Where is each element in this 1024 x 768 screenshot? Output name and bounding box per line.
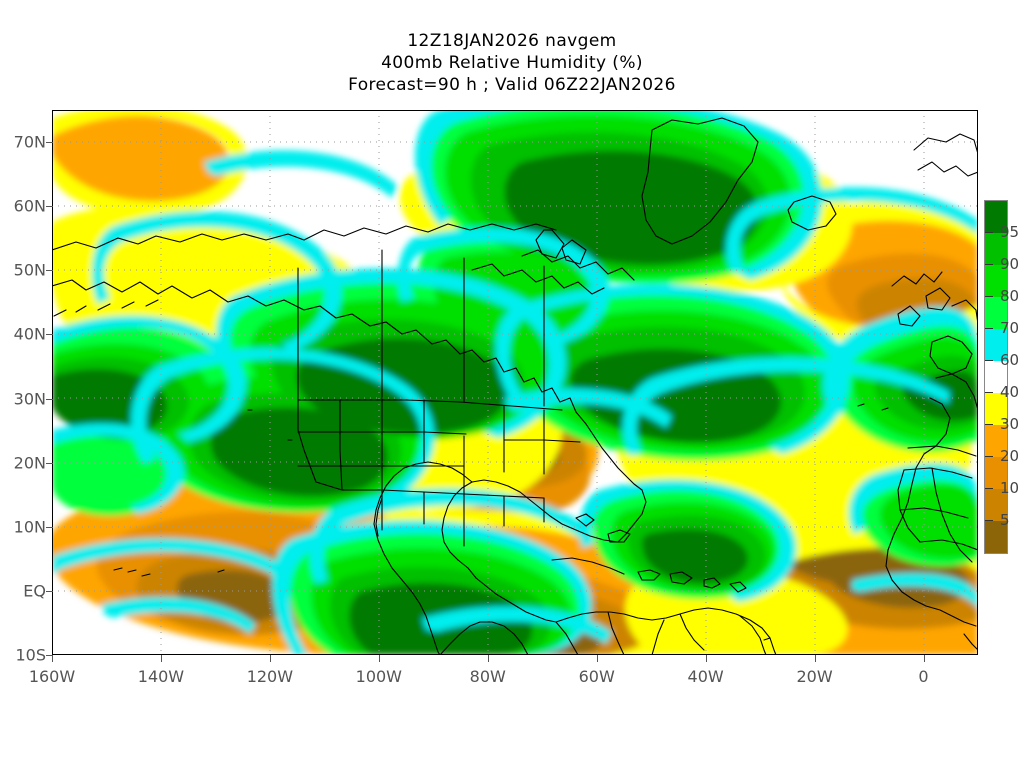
map-gridlines <box>52 110 978 655</box>
colorbar-tick-label: 70 <box>1000 319 1020 337</box>
colorbar-band <box>985 521 1007 553</box>
colorbar-band <box>985 425 1007 457</box>
relative-humidity-field <box>52 110 978 655</box>
colorbar-tick-label: 40 <box>1000 383 1020 401</box>
y-tick-label: 70N <box>13 132 46 152</box>
colorbar-tick-mark <box>985 296 993 297</box>
x-tick-label: 60W <box>578 667 615 686</box>
x-tick-mark <box>378 655 380 662</box>
latitude-axis: 70N 60N 50N 40N 30N 20N 10N EQ 10S <box>0 110 53 665</box>
colorbar-tick-label: 10 <box>1000 479 1020 497</box>
colorbar-band <box>985 297 1007 329</box>
y-tick-mark <box>46 590 53 592</box>
y-tick-mark <box>46 334 53 336</box>
colorbar-tick-label: 60 <box>1000 351 1020 369</box>
y-tick-mark <box>46 206 53 208</box>
colorbar-tick-mark <box>985 456 993 457</box>
x-tick-mark <box>52 655 53 662</box>
colorbar-band <box>985 393 1007 425</box>
chart-title-block: 12Z18JAN2026 navgem 400mb Relative Humid… <box>0 30 1024 96</box>
colorbar-tick-mark <box>985 232 993 233</box>
colorbar-band <box>985 329 1007 361</box>
x-tick-mark <box>487 655 489 662</box>
colorbar-band <box>985 361 1007 393</box>
colorbar-tick-mark <box>985 488 993 489</box>
x-tick-label: 40W <box>687 667 724 686</box>
x-tick-label: 0 <box>918 667 929 686</box>
colorbar-tick-mark <box>985 360 993 361</box>
coastline-overlay <box>52 117 978 655</box>
colorbar-band <box>985 489 1007 521</box>
y-tick-label: 10S <box>15 645 46 665</box>
x-tick-label: 80W <box>469 667 506 686</box>
x-tick-mark <box>596 655 598 662</box>
y-tick-mark <box>46 655 53 656</box>
y-tick-label: 30N <box>13 389 46 409</box>
colorbar-band <box>985 457 1007 489</box>
y-tick-mark <box>46 526 53 528</box>
colorbar-tick-label: 20 <box>1000 447 1020 465</box>
y-tick-label: 50N <box>13 260 46 280</box>
y-tick-mark <box>46 462 53 464</box>
x-tick-mark <box>705 655 707 662</box>
colorbar-tick-label: 90 <box>1000 255 1020 273</box>
colorbar-tick-mark <box>985 520 993 521</box>
title-line-3: Forecast=90 h ; Valid 06Z22JAN2026 <box>348 75 676 95</box>
colorbar-tick-mark <box>985 392 993 393</box>
title-line-2: 400mb Relative Humidity (%) <box>381 53 643 73</box>
x-tick-mark <box>160 655 162 662</box>
colorbar-band <box>985 201 1007 233</box>
x-tick-mark <box>269 655 271 662</box>
colorbar-band <box>985 265 1007 297</box>
colorbar-tick-label: 5 <box>1000 511 1010 529</box>
y-tick-mark <box>46 398 53 400</box>
x-tick-label: 160W <box>28 667 76 686</box>
x-tick-label: 140W <box>137 667 185 686</box>
y-tick-label: 20N <box>13 453 46 473</box>
x-tick-mark <box>814 655 816 662</box>
y-tick-label: EQ <box>23 581 46 601</box>
longitude-axis: 160W 140W 120W 100W 80W 60W 40W 20W 0 <box>29 655 978 695</box>
colorbar-tick-mark <box>985 328 993 329</box>
y-tick-mark <box>46 270 53 272</box>
y-tick-label: 40N <box>13 324 46 344</box>
colorbar-tick-label: 30 <box>1000 415 1020 433</box>
x-tick-label: 120W <box>246 667 294 686</box>
x-tick-label: 100W <box>355 667 402 686</box>
x-tick-mark <box>923 655 925 662</box>
title-line-1: 12Z18JAN2026 navgem <box>407 31 617 51</box>
y-tick-label: 10N <box>13 517 46 537</box>
map-plot-area[interactable] <box>52 110 978 655</box>
colorbar-tick-label: 80 <box>1000 287 1020 305</box>
humidity-colorbar[interactable] <box>984 200 1008 554</box>
colorbar-tick-mark <box>985 264 993 265</box>
y-tick-label: 60N <box>13 196 46 216</box>
x-tick-label: 20W <box>796 667 833 686</box>
colorbar-tick-mark <box>985 424 993 425</box>
colorbar-band <box>985 233 1007 265</box>
colorbar-tick-label: 95 <box>1000 223 1020 241</box>
y-tick-mark <box>46 142 53 144</box>
